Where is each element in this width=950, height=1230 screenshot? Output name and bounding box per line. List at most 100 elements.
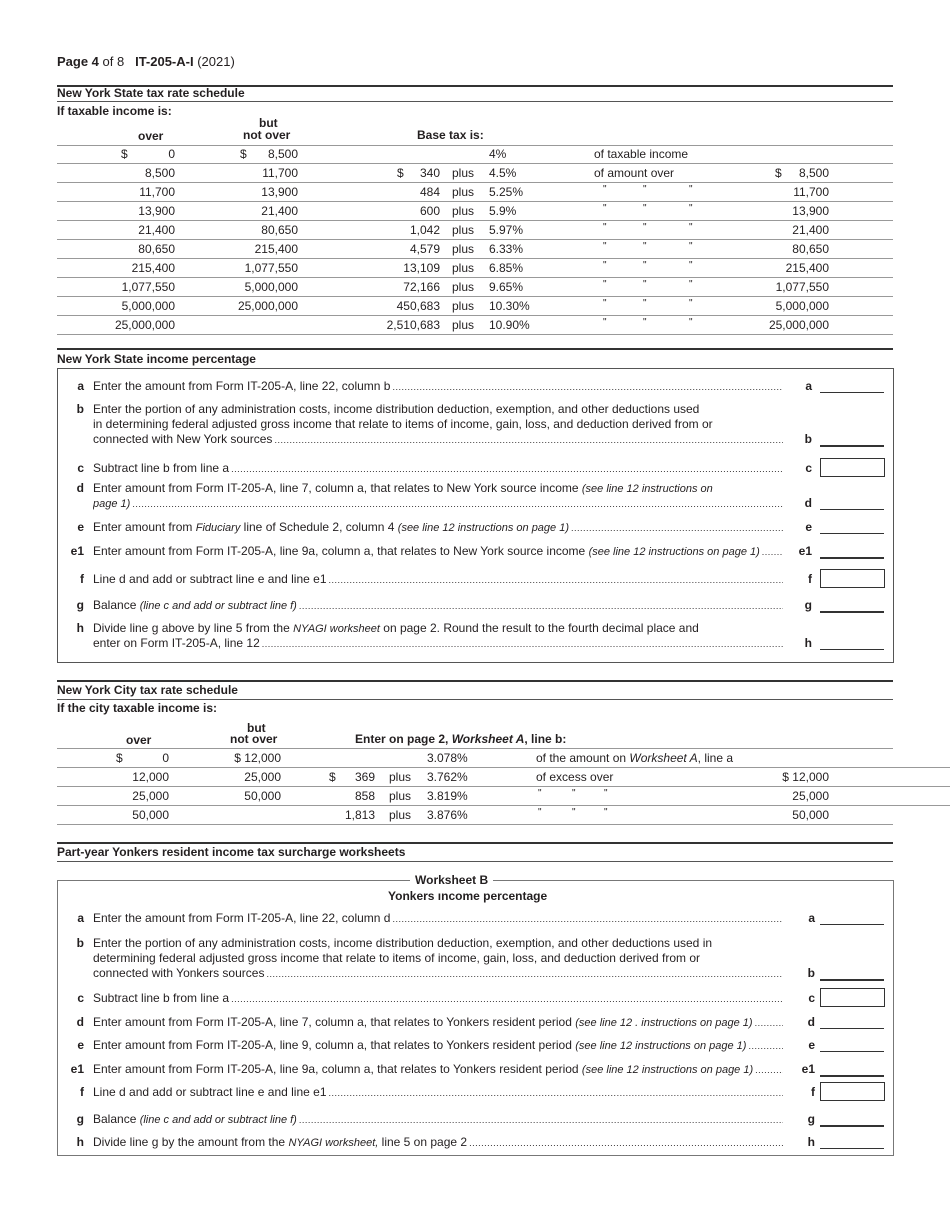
line-a-amount-input[interactable] xyxy=(820,912,884,925)
nyc-schedule-title: New York City tax rate schedule xyxy=(57,683,238,697)
base-tax-value: 858 xyxy=(354,789,375,803)
line-d-ref: d xyxy=(807,1015,815,1029)
line-h-ref: h xyxy=(804,636,812,650)
dot-leader xyxy=(392,379,783,394)
line-c-amount-input[interactable] xyxy=(820,458,885,477)
not-over-value: 1,077,550 xyxy=(244,261,298,275)
ditto-mark: " xyxy=(604,807,608,818)
line-c-amount-input[interactable] xyxy=(820,988,885,1007)
instruction-note: (see line 12 . instructions on page 1) xyxy=(575,1017,753,1029)
rate-value: 10.30% xyxy=(489,299,530,313)
rate-value: 5.25% xyxy=(489,185,524,199)
line-b-amount-input[interactable] xyxy=(820,433,884,447)
dollar-sign: $ xyxy=(397,166,404,180)
amount-over-value: 11,700 xyxy=(793,185,829,199)
divider xyxy=(57,85,893,87)
ditto-mark: " xyxy=(643,203,647,214)
dot-leader xyxy=(262,636,783,651)
line-h-text: Divide line g by the amount from the NYA… xyxy=(93,1135,783,1150)
rate-value: 5.97% xyxy=(489,223,524,237)
line-e1-amount-input[interactable] xyxy=(820,545,884,559)
line-e-ref: e xyxy=(808,1038,815,1052)
row-divider xyxy=(57,163,893,164)
row-divider xyxy=(57,145,893,146)
not-over-value: 25,000,000 xyxy=(237,299,298,313)
col-header-over: over xyxy=(138,129,164,143)
not-over-value: 25,000 xyxy=(244,770,281,784)
line-h-amount-input[interactable] xyxy=(820,1136,884,1149)
line-h-amount-input[interactable] xyxy=(820,637,884,650)
instruction-text: Enter the portion of any administration … xyxy=(93,936,713,950)
ditto-mark: " xyxy=(643,279,647,290)
line-g-amount-input[interactable] xyxy=(820,1113,884,1127)
line-b-text: in determining federal adjusted gross in… xyxy=(93,417,783,431)
ditto-mark: " xyxy=(538,788,542,799)
ditto-mark: " xyxy=(603,203,607,214)
nys-income-worksheet xyxy=(57,368,894,663)
desc-text: , line a xyxy=(697,751,734,765)
col-header-enter-pre: Enter on page 2, xyxy=(355,732,452,746)
plus-label: plus xyxy=(452,242,475,256)
dot-leader xyxy=(329,572,783,587)
ditto-mark: " xyxy=(603,241,607,252)
over-value: 11,700 xyxy=(139,185,175,199)
instruction-text: enter on Form IT-205-A, line 12 xyxy=(93,636,260,650)
ditto-mark: " xyxy=(689,184,693,195)
over-value: 50,000 xyxy=(132,808,169,822)
line-b-ref: b xyxy=(804,432,812,446)
nyc-schedule-subtitle: If the city taxable income is: xyxy=(57,701,218,715)
base-tax-value: 340 xyxy=(419,166,440,180)
line-b-text: Enter the portion of any administration … xyxy=(93,402,783,416)
dot-leader xyxy=(571,520,783,535)
line-a-label: a xyxy=(77,911,84,925)
base-tax-value: 2,510,683 xyxy=(386,318,440,332)
over-value: 80,650 xyxy=(138,242,175,256)
line-e1-amount-input[interactable] xyxy=(820,1063,884,1077)
base-tax-value: 1,813 xyxy=(344,808,375,822)
line-g-amount-input[interactable] xyxy=(820,599,884,613)
instruction-text: Balance xyxy=(93,1112,140,1126)
not-over-value: $ 12,000 xyxy=(234,751,281,765)
base-tax-value: 1,042 xyxy=(409,223,440,237)
line-d-label: d xyxy=(76,481,84,495)
dot-leader xyxy=(132,496,783,511)
line-a-label: a xyxy=(77,379,84,393)
plus-label: plus xyxy=(389,789,412,803)
instruction-text: Enter amount from Form IT-205-A, line 7,… xyxy=(93,1015,576,1029)
ditto-mark: " xyxy=(689,222,693,233)
form-year: (2021) xyxy=(197,54,235,69)
dollar-sign: $ xyxy=(240,147,247,161)
not-over-value: 215,400 xyxy=(254,242,298,256)
line-c-ref: c xyxy=(805,461,812,475)
line-e-amount-input[interactable] xyxy=(820,1039,884,1052)
line-f-amount-input[interactable] xyxy=(820,569,885,588)
line-f-amount-input[interactable] xyxy=(820,1082,885,1101)
rate-value: 6.85% xyxy=(489,261,524,275)
ditto-mark: " xyxy=(689,203,693,214)
ditto-mark: " xyxy=(689,279,693,290)
over-value: 1,077,550 xyxy=(121,280,175,294)
dollar-sign: $ xyxy=(116,751,123,765)
line-e-amount-input[interactable] xyxy=(820,521,884,534)
base-tax-value: 484 xyxy=(419,185,440,199)
rate-description: of the amount on Worksheet A, line a xyxy=(536,751,733,765)
line-d-text: Enter amount from Form IT-205-A, line 7,… xyxy=(93,481,783,496)
col-header-enter-post: , line b: xyxy=(524,732,567,746)
line-g-label: g xyxy=(76,598,84,612)
ditto-mark: " xyxy=(689,241,693,252)
nys-schedule-subtitle: If taxable income is: xyxy=(57,104,172,118)
ditto-mark: " xyxy=(603,279,607,290)
dot-leader xyxy=(231,461,783,476)
ditto-mark: " xyxy=(643,222,647,233)
base-tax-value: 600 xyxy=(419,204,440,218)
line-b-amount-input[interactable] xyxy=(820,967,884,981)
line-d-amount-input[interactable] xyxy=(820,1016,884,1029)
ditto-mark: " xyxy=(603,317,607,328)
line-c-label: c xyxy=(77,991,84,1005)
ditto-mark: " xyxy=(603,260,607,271)
line-d-amount-input[interactable] xyxy=(820,497,884,510)
rate-description: of excess over xyxy=(536,770,613,784)
rate-value: 3.762% xyxy=(427,770,468,784)
line-a-amount-input[interactable] xyxy=(820,380,884,393)
amount-over-value: 1,077,550 xyxy=(775,280,829,294)
